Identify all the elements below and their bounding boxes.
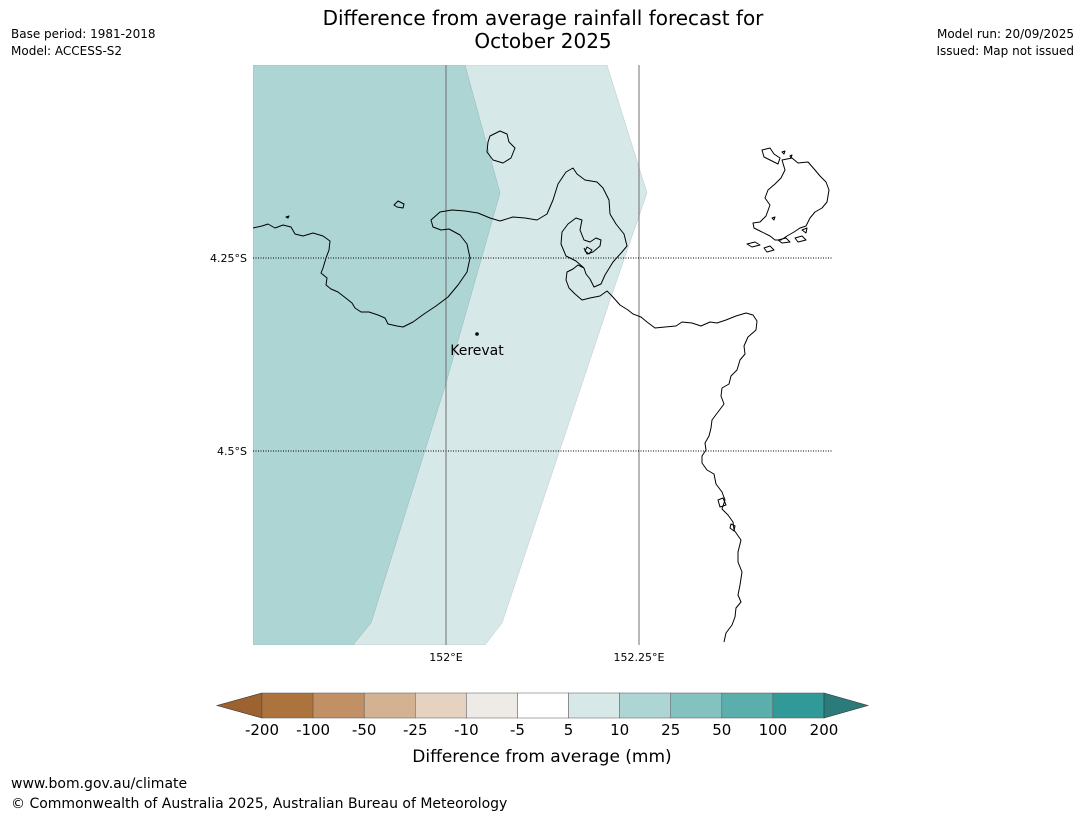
base-period-text: Base period: 1981-2018 — [11, 27, 156, 41]
lon-label-152-25: 152.25°E — [614, 651, 665, 664]
rainfall-band-10-to-25 — [253, 65, 501, 645]
lat-label-4-25: 4.25°S — [210, 252, 247, 265]
legend-tick-label: 25 — [661, 721, 680, 739]
map-area: Kerevat — [253, 65, 832, 645]
legend-swatch — [670, 692, 723, 719]
legend-tick-label: -100 — [296, 721, 330, 739]
islet-tiny — [285, 215, 290, 219]
legend-tick-label: -10 — [454, 721, 479, 739]
legend-tick-label: -50 — [352, 721, 377, 739]
legend-swatch — [466, 692, 518, 719]
issued-text: Issued: Map not issued — [936, 44, 1074, 58]
legend-swatch — [721, 692, 774, 719]
legend-extension-low — [215, 692, 263, 719]
legend-title: Difference from average (mm) — [412, 747, 671, 767]
legend-tick-label: 200 — [810, 721, 839, 739]
footer-url[interactable]: www.bom.gov.au/climate — [11, 776, 188, 792]
lon-label-152: 152°E — [429, 651, 462, 664]
model-run-text: Model run: 20/09/2025 — [936, 27, 1074, 41]
duke-of-york-islands — [746, 147, 830, 253]
footer-copyright: © Commonwealth of Australia 2025, Austra… — [11, 796, 508, 812]
coastline-west-bay — [253, 167, 628, 328]
legend-tick-label: -25 — [403, 721, 428, 739]
metadata-left: Base period: 1981-2018 Model: ACCESS-S2 — [11, 26, 156, 60]
model-text: Model: ACCESS-S2 — [11, 44, 123, 58]
metadata-right: Model run: 20/09/2025 Issued: Map not is… — [936, 26, 1074, 60]
island-north — [486, 130, 516, 164]
coastline-inner-peninsula — [560, 217, 602, 269]
legend-swatch — [772, 692, 825, 719]
coastlines — [253, 130, 830, 643]
colorbar-legend: -200 -100 -50 -25 -10 -5 5 10 25 50 100 200 Differe… — [215, 692, 870, 767]
legend-swatch — [619, 692, 671, 719]
legend-tick-label: 50 — [712, 721, 731, 739]
legend-swatch — [517, 692, 569, 719]
legend-extension-high — [823, 692, 870, 719]
legend-swatch — [312, 692, 365, 719]
islet-small — [393, 200, 405, 209]
coastline-east — [565, 264, 758, 643]
lat-label-4-5: 4.5°S — [217, 445, 247, 458]
kerevat-marker — [475, 332, 479, 336]
legend-tick-label: -5 — [510, 721, 525, 739]
legend-swatch — [261, 692, 314, 719]
legend-tick-label: 5 — [564, 721, 574, 739]
title-line-1: Difference from average rainfall forecas… — [322, 6, 764, 30]
title-line-2: October 2025 — [474, 29, 612, 53]
legend-swatch — [415, 692, 467, 719]
legend-swatch — [363, 692, 416, 719]
legend-swatch — [568, 692, 620, 719]
map-title: Difference from average rainfall forecas… — [243, 7, 843, 53]
footer: www.bom.gov.au/climate © Commonwealth of… — [11, 774, 507, 814]
islet-peninsula — [584, 246, 593, 255]
legend-tick-label: -200 — [245, 721, 279, 739]
kerevat-label: Kerevat — [450, 343, 504, 359]
legend-tick-label: 100 — [759, 721, 788, 739]
coastline-small-inlet — [717, 497, 736, 532]
legend-tick-label: 10 — [610, 721, 629, 739]
